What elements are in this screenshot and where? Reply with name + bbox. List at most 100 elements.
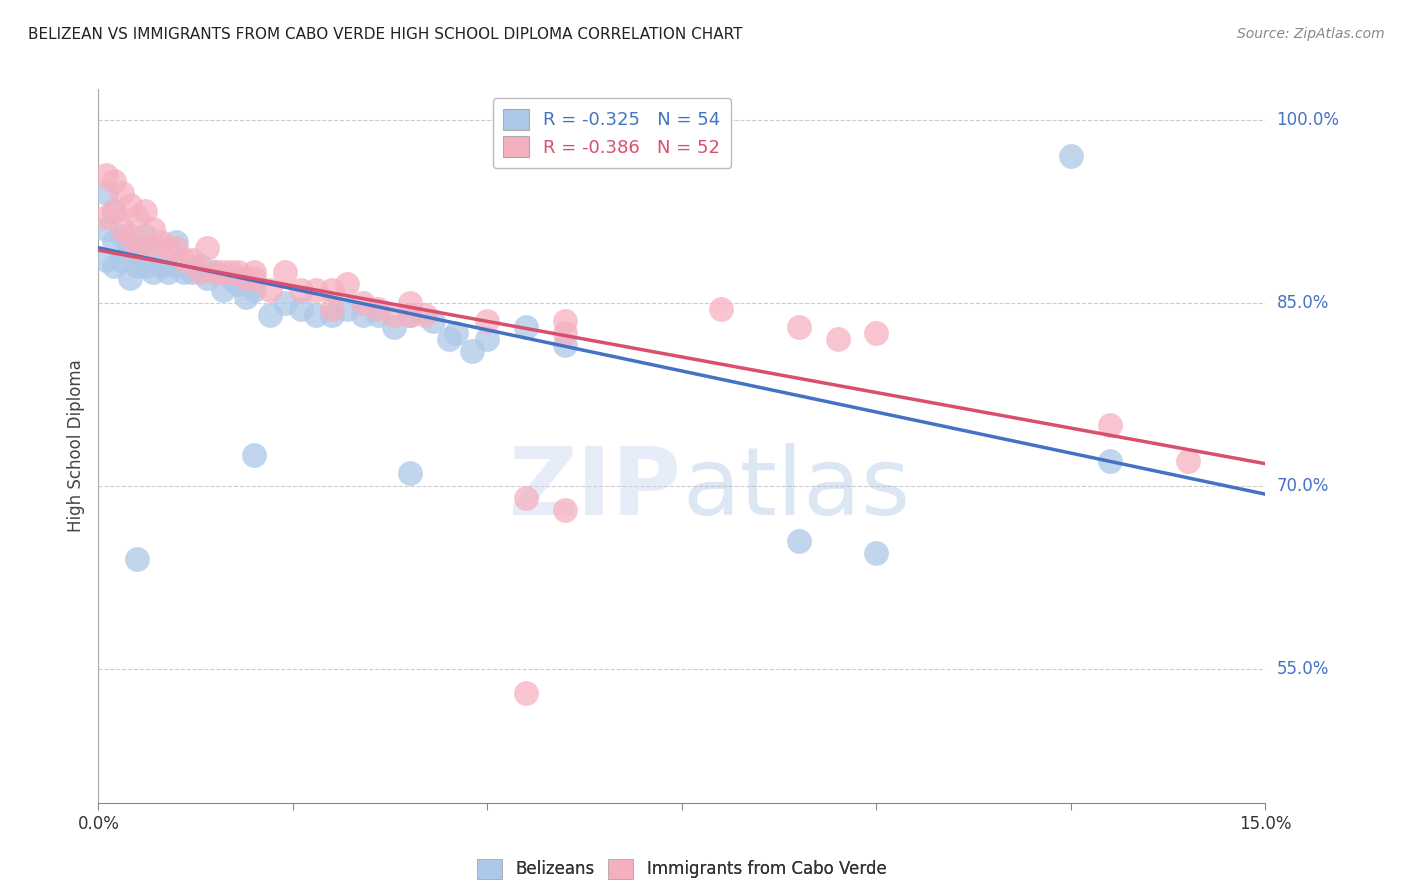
- Point: [188, 259, 211, 273]
- Point: [827, 332, 849, 346]
- Text: 55.0%: 55.0%: [1277, 659, 1329, 678]
- Point: [305, 308, 328, 322]
- Point: [710, 301, 733, 316]
- Point: [142, 222, 165, 236]
- Point: [228, 265, 250, 279]
- Point: [243, 448, 266, 462]
- Point: [477, 332, 499, 346]
- Point: [398, 295, 420, 310]
- Text: BELIZEAN VS IMMIGRANTS FROM CABO VERDE HIGH SCHOOL DIPLOMA CORRELATION CHART: BELIZEAN VS IMMIGRANTS FROM CABO VERDE H…: [28, 27, 742, 42]
- Point: [243, 265, 266, 279]
- Point: [165, 235, 187, 249]
- Point: [352, 308, 374, 322]
- Text: 70.0%: 70.0%: [1277, 476, 1329, 495]
- Point: [96, 252, 118, 267]
- Point: [219, 265, 242, 279]
- Point: [134, 259, 156, 273]
- Point: [398, 467, 420, 481]
- Point: [290, 284, 312, 298]
- Point: [195, 271, 218, 285]
- Point: [127, 247, 149, 261]
- Text: Source: ZipAtlas.com: Source: ZipAtlas.com: [1237, 27, 1385, 41]
- Point: [398, 308, 420, 322]
- Point: [787, 533, 810, 548]
- Point: [865, 546, 887, 560]
- Point: [1098, 454, 1121, 468]
- Point: [461, 344, 484, 359]
- Point: [515, 320, 537, 334]
- Point: [118, 228, 141, 243]
- Point: [111, 186, 134, 200]
- Point: [103, 204, 125, 219]
- Point: [274, 295, 297, 310]
- Point: [127, 241, 149, 255]
- Point: [157, 265, 180, 279]
- Point: [180, 265, 202, 279]
- Point: [321, 308, 343, 322]
- Point: [515, 491, 537, 505]
- Point: [142, 265, 165, 279]
- Point: [157, 241, 180, 255]
- Point: [259, 308, 281, 322]
- Point: [446, 326, 468, 341]
- Point: [127, 211, 149, 225]
- Point: [382, 308, 405, 322]
- Point: [111, 228, 134, 243]
- Point: [134, 228, 156, 243]
- Point: [111, 252, 134, 267]
- Text: ZIP: ZIP: [509, 442, 682, 535]
- Point: [477, 314, 499, 328]
- Point: [134, 204, 156, 219]
- Point: [554, 503, 576, 517]
- Point: [96, 186, 118, 200]
- Point: [96, 222, 118, 236]
- Point: [149, 259, 172, 273]
- Point: [219, 271, 242, 285]
- Point: [367, 301, 389, 316]
- Point: [103, 204, 125, 219]
- Point: [142, 241, 165, 255]
- Point: [1060, 149, 1083, 163]
- Text: 85.0%: 85.0%: [1277, 293, 1329, 311]
- Point: [118, 241, 141, 255]
- Point: [118, 198, 141, 212]
- Point: [422, 314, 444, 328]
- Point: [204, 265, 226, 279]
- Point: [180, 252, 202, 267]
- Point: [1177, 454, 1199, 468]
- Point: [290, 301, 312, 316]
- Point: [111, 222, 134, 236]
- Point: [127, 259, 149, 273]
- Point: [336, 277, 359, 292]
- Point: [274, 265, 297, 279]
- Text: 100.0%: 100.0%: [1277, 111, 1340, 128]
- Point: [382, 320, 405, 334]
- Point: [96, 211, 118, 225]
- Point: [103, 174, 125, 188]
- Point: [103, 259, 125, 273]
- Point: [188, 265, 211, 279]
- Point: [554, 326, 576, 341]
- Point: [118, 271, 141, 285]
- Point: [243, 284, 266, 298]
- Point: [321, 284, 343, 298]
- Legend: Belizeans, Immigrants from Cabo Verde: Belizeans, Immigrants from Cabo Verde: [470, 850, 894, 888]
- Point: [96, 168, 118, 182]
- Point: [437, 332, 460, 346]
- Point: [515, 686, 537, 700]
- Point: [165, 241, 187, 255]
- Point: [787, 320, 810, 334]
- Point: [259, 284, 281, 298]
- Point: [554, 338, 576, 352]
- Point: [165, 259, 187, 273]
- Point: [204, 265, 226, 279]
- Point: [103, 235, 125, 249]
- Text: atlas: atlas: [682, 442, 910, 535]
- Point: [305, 284, 328, 298]
- Point: [134, 241, 156, 255]
- Point: [367, 308, 389, 322]
- Point: [398, 308, 420, 322]
- Point: [865, 326, 887, 341]
- Point: [413, 308, 436, 322]
- Point: [212, 265, 235, 279]
